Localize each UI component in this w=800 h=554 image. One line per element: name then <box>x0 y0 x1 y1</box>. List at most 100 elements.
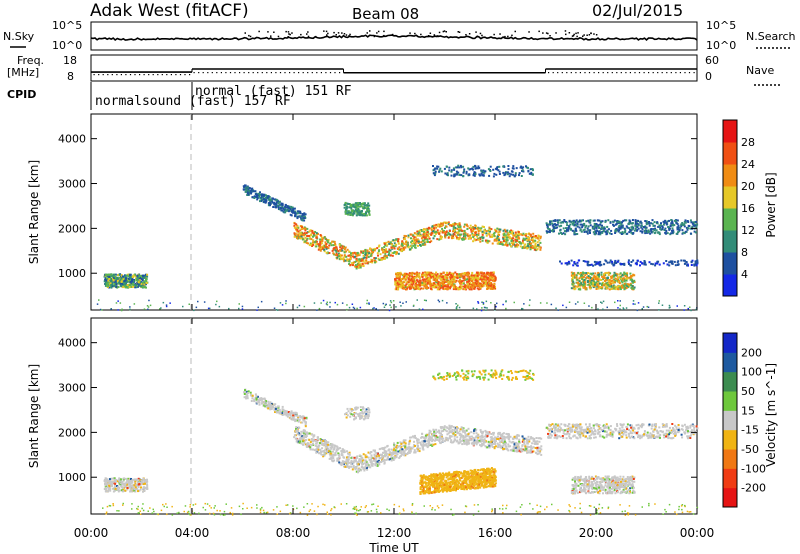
power-cell <box>383 249 386 251</box>
power-cell <box>678 230 681 233</box>
power-cell <box>348 203 351 205</box>
power-cell <box>124 281 127 284</box>
power-cell <box>418 234 421 237</box>
power-cell <box>620 226 623 229</box>
power-cell <box>474 286 477 289</box>
power-cell <box>683 225 686 228</box>
power-cell <box>639 230 642 233</box>
power-cell <box>412 282 415 285</box>
nave-dot <box>325 72 327 74</box>
power-cell <box>396 285 399 288</box>
power-cell <box>475 167 478 170</box>
power-cell <box>488 174 491 177</box>
power-cell <box>320 236 323 239</box>
power-cell <box>559 229 562 232</box>
nsearch-dot <box>538 30 540 33</box>
cpid-label: CPID <box>7 88 36 101</box>
power-cell <box>309 242 312 245</box>
power-cell <box>356 212 359 215</box>
power-cell <box>335 246 338 249</box>
power-cell <box>491 242 494 245</box>
nsearch-dot <box>291 32 293 34</box>
power-cell <box>598 263 601 265</box>
power-cell <box>677 260 680 263</box>
power-cell <box>608 278 611 281</box>
power-cell <box>577 284 580 287</box>
power-cell <box>539 235 542 238</box>
velocity-cell <box>130 490 133 493</box>
power-cell <box>447 282 450 285</box>
power-cell <box>586 232 589 235</box>
power-cell <box>457 275 460 278</box>
nave-dot <box>638 72 641 74</box>
power-cell <box>623 273 626 276</box>
power-cell <box>397 288 399 291</box>
power-cell <box>422 236 425 238</box>
power-cell <box>565 230 568 233</box>
power-cell <box>481 275 484 278</box>
velocity-cell <box>116 485 118 487</box>
power-cell <box>405 243 408 246</box>
power-cell <box>547 223 550 226</box>
power-cell <box>472 283 475 286</box>
power-cell <box>591 284 594 287</box>
nave-dot <box>493 72 495 74</box>
velocity-cell <box>112 480 114 483</box>
nave-dot <box>479 72 481 74</box>
power-cell <box>464 233 467 236</box>
power-cell <box>693 230 696 233</box>
power-cell <box>295 228 298 231</box>
power-cell <box>510 240 513 242</box>
power-cell <box>606 225 609 228</box>
power-cell <box>303 212 306 215</box>
power-cell <box>354 265 357 268</box>
power-cell <box>303 215 306 218</box>
power-cell <box>589 279 591 282</box>
power-cell <box>290 205 293 208</box>
power-cell <box>450 278 453 281</box>
power-cell <box>408 272 411 275</box>
power-cell <box>411 240 414 242</box>
power-cell <box>319 234 322 236</box>
power-cell <box>524 234 527 237</box>
power-cell <box>276 309 279 311</box>
power-cell <box>147 306 150 308</box>
velocity-cell <box>138 481 141 484</box>
power-cell <box>603 274 606 277</box>
power-cell <box>348 306 351 309</box>
power-cell <box>447 231 450 234</box>
power-cell <box>447 236 450 239</box>
nave-dot <box>634 72 636 74</box>
power-cell <box>487 283 490 286</box>
power-cell <box>336 303 339 306</box>
power-cell <box>575 275 578 278</box>
power-cell <box>436 167 439 170</box>
nave-dot <box>129 74 132 76</box>
power-cell <box>430 233 433 236</box>
power-cell <box>427 279 430 282</box>
power-cell <box>428 237 431 240</box>
power-cell <box>584 284 587 286</box>
power-cell <box>574 285 577 288</box>
power-cell <box>504 230 507 233</box>
nsearch-tick-top: 10^5 <box>706 19 736 32</box>
power-cell <box>108 275 111 278</box>
power-cell <box>321 239 323 241</box>
power-cell <box>621 221 624 224</box>
power-cell <box>600 279 603 281</box>
power-cell <box>317 243 320 246</box>
power-cell <box>354 203 357 206</box>
power-cell <box>352 211 355 214</box>
power-cell <box>440 170 443 173</box>
power-cell <box>463 225 466 228</box>
power-cell <box>644 230 646 233</box>
power-cell <box>115 285 118 288</box>
power-cell <box>321 245 324 248</box>
power-cell <box>182 305 184 308</box>
power-cell <box>363 206 366 209</box>
power-cell <box>430 240 433 243</box>
power-cell <box>135 279 138 282</box>
velocity-cell <box>390 454 393 457</box>
power-cell <box>423 233 426 236</box>
freq-label: Freq. <box>17 54 44 67</box>
